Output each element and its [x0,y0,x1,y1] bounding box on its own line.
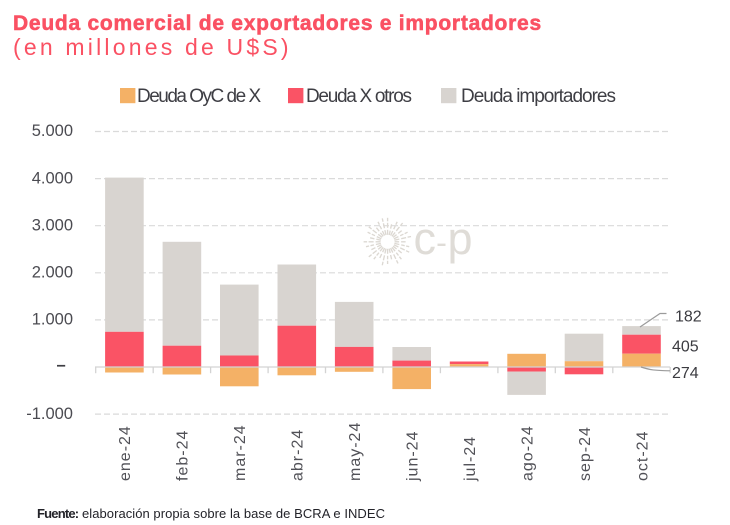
svg-text:Deuda importadores: Deuda importadores [461,86,615,107]
svg-text:4.000: 4.000 [32,169,73,187]
svg-text:abr-24: abr-24 [290,429,307,481]
svg-text:Deuda comercial de exportadore: Deuda comercial de exportadores e import… [13,12,542,35]
svg-text:Fuente: elaboración propia sob: Fuente: elaboración propia sobre la base… [37,506,385,521]
svg-text:5.000: 5.000 [32,122,73,140]
svg-text:feb-24: feb-24 [175,430,192,481]
svg-text:(en millones de U$S): (en millones de U$S) [13,34,292,60]
svg-text:c: c [414,213,437,264]
svg-text:ene-24: ene-24 [117,425,134,481]
svg-text:274: 274 [672,365,699,382]
svg-text:jul-24: jul-24 [462,436,479,482]
svg-text:jun-24: jun-24 [405,431,422,482]
svg-text:Deuda X otros: Deuda X otros [306,86,411,107]
svg-text:Deuda OyC de X: Deuda OyC de X [137,86,261,107]
svg-text:sep-24: sep-24 [577,426,594,481]
svg-text:oct-24: oct-24 [634,431,651,481]
svg-text:1.000: 1.000 [32,311,73,329]
svg-text:3.000: 3.000 [32,216,73,234]
svg-text:182: 182 [675,309,702,326]
svg-text:mar-24: mar-24 [232,424,249,481]
svg-text:p: p [448,213,473,264]
svg-text:2.000: 2.000 [32,264,73,282]
svg-text:-1.000: -1.000 [26,405,73,423]
svg-text:may-24: may-24 [347,422,364,481]
svg-text:405: 405 [672,339,699,356]
svg-text:ago-24: ago-24 [519,425,536,481]
